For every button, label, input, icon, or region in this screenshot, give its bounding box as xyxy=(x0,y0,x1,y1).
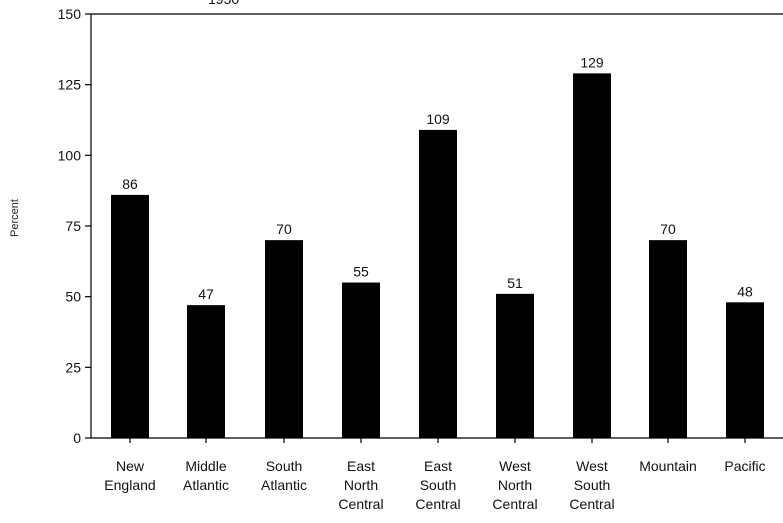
y-axis-ticks: 0 25 50 75 100 125 150 xyxy=(58,6,91,446)
bar xyxy=(265,240,303,438)
x-category-label-line: Central xyxy=(569,496,614,512)
x-category-label-line: England xyxy=(104,477,155,493)
x-category-label: Pacific xyxy=(724,458,765,474)
x-category-label-line: Pacific xyxy=(724,458,765,474)
x-category-label-line: East xyxy=(424,458,452,474)
bar-value-label: 70 xyxy=(276,221,292,237)
y-tick-label: 100 xyxy=(58,147,82,163)
x-category-label-line: North xyxy=(498,477,532,493)
data-labels: 86 47 70 55 109 51 129 70 48 xyxy=(122,54,753,302)
bars xyxy=(111,73,764,443)
x-category-label: Mountain xyxy=(639,458,697,474)
x-category-label-line: West xyxy=(576,458,608,474)
x-category-label-line: Central xyxy=(415,496,460,512)
y-tick-label: 25 xyxy=(65,359,81,375)
chart-title: 1950 xyxy=(208,0,239,7)
x-category-label-line: North xyxy=(344,477,378,493)
y-tick-label: 125 xyxy=(58,77,82,93)
bar-value-label: 47 xyxy=(198,286,214,302)
y-tick-label: 50 xyxy=(65,289,81,305)
y-tick-label: 75 xyxy=(65,218,81,234)
bar xyxy=(111,194,149,438)
bar xyxy=(649,240,687,438)
bar xyxy=(187,305,225,438)
bar xyxy=(419,129,457,439)
x-category-label-line: West xyxy=(499,458,531,474)
x-category-label: West North Central xyxy=(492,458,537,512)
x-category-label-line: Central xyxy=(338,496,383,512)
bar-value-label: 86 xyxy=(122,176,138,192)
x-category-label: West South Central xyxy=(569,458,614,512)
x-category-label-line: South xyxy=(420,477,457,493)
x-category-label-line: South xyxy=(574,477,611,493)
bar-value-label: 70 xyxy=(660,221,676,237)
x-category-label-line: East xyxy=(347,458,375,474)
y-tick-label: 150 xyxy=(58,6,82,22)
bar xyxy=(726,302,764,438)
x-category-label-line: New xyxy=(116,458,145,474)
bar-value-label: 48 xyxy=(737,283,753,299)
bar-value-label: 129 xyxy=(580,54,604,70)
x-category-label-line: South xyxy=(266,458,303,474)
bar xyxy=(496,293,534,438)
bar xyxy=(342,282,380,438)
x-category-label-line: Atlantic xyxy=(183,477,229,493)
x-category-label: East South Central xyxy=(415,458,460,512)
x-axis-labels: New England Middle Atlantic South Atlantic Eas… xyxy=(104,458,765,512)
x-category-label-line: Middle xyxy=(185,458,226,474)
x-category-label-line: Central xyxy=(492,496,537,512)
x-category-label-line: Atlantic xyxy=(261,477,307,493)
y-tick-label: 0 xyxy=(73,430,81,446)
x-category-label: New England xyxy=(104,458,155,493)
bar-value-label: 109 xyxy=(426,111,450,127)
bar-value-label: 51 xyxy=(507,275,523,291)
y-axis-title: Percent xyxy=(9,199,21,237)
x-category-label: Middle Atlantic xyxy=(183,458,229,493)
x-category-label: South Atlantic xyxy=(261,458,307,493)
x-category-label-line: Mountain xyxy=(639,458,697,474)
bar xyxy=(573,73,611,439)
x-category-label: East North Central xyxy=(338,458,383,512)
bar-value-label: 55 xyxy=(353,264,369,280)
